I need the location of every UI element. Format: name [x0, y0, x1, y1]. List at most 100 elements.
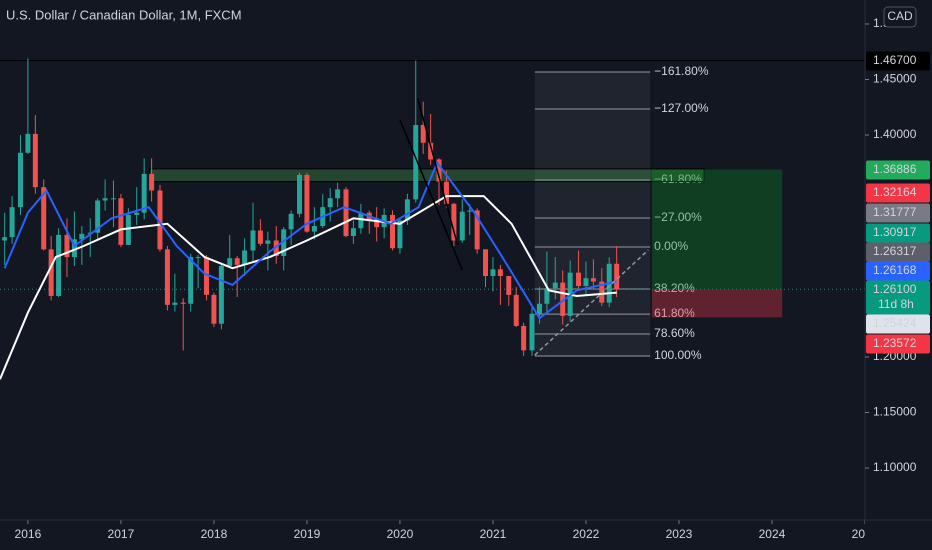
- trendline: [399, 119, 463, 271]
- price-axis: 1.100001.150001.200001.400001.450001.500…: [865, 16, 930, 474]
- candle-body: [428, 142, 434, 160]
- fib-label: 0.00%: [654, 239, 688, 253]
- candle-body: [281, 229, 287, 257]
- x-tick-label: 2024: [759, 527, 786, 541]
- price-tag: 1.32164: [866, 183, 930, 203]
- candle-body: [513, 294, 519, 326]
- candle-body: [506, 275, 512, 295]
- candle-body: [102, 198, 108, 201]
- x-tick-label: 2019: [294, 527, 321, 541]
- candle-body: [9, 207, 15, 238]
- candle-body: [536, 303, 542, 314]
- candle-body: [95, 200, 101, 233]
- candle-body: [164, 249, 170, 305]
- candle-body: [273, 240, 279, 257]
- trendline: [534, 249, 649, 356]
- price-tag-box: [866, 280, 930, 315]
- candle-body: [71, 239, 77, 258]
- price-tag: 1.25424: [866, 314, 930, 334]
- candle-body: [590, 278, 596, 282]
- price-tag-box: [866, 261, 930, 281]
- price-tag-box: [866, 334, 930, 354]
- candle-body: [288, 213, 294, 230]
- candle-body: [451, 203, 457, 241]
- candle-body: [350, 228, 356, 237]
- candle-body: [257, 230, 263, 244]
- candle-body: [157, 190, 163, 250]
- candle-body: [64, 234, 70, 258]
- candle-body: [41, 187, 47, 250]
- candle-body: [188, 257, 194, 304]
- price-tag: 1.36886: [866, 160, 930, 180]
- x-tick-label: 2018: [201, 527, 228, 541]
- trendline: [416, 97, 459, 246]
- x-tick-label: 2017: [108, 527, 135, 541]
- candle-body: [529, 313, 535, 351]
- chart-title: U.S. Dollar / Canadian Dollar, 1M, FXCM: [6, 7, 242, 22]
- price-tag-label: 1.26168: [873, 263, 917, 277]
- x-tick-label: 2016: [15, 527, 42, 541]
- y-tick-label: 1.15000: [873, 405, 917, 419]
- price-tag: 1.30917: [866, 223, 930, 243]
- fib-label: −161.80%: [654, 64, 709, 78]
- candle-body: [211, 294, 217, 324]
- fib-label: −127.00%: [654, 101, 709, 115]
- price-tag-label: 1.25424: [873, 316, 917, 330]
- fib-label: 38.20%: [654, 281, 695, 295]
- price-tag-box: [866, 183, 930, 203]
- price-tag-box: [866, 223, 930, 243]
- price-tag: 1.26168: [866, 261, 930, 281]
- candle-body: [265, 240, 271, 244]
- candle-body: [2, 237, 8, 241]
- candle-body: [443, 181, 449, 204]
- moving-average: [0, 195, 617, 380]
- plot-area: −161.80% −127.00% −61.80% −27.00% 0.00% 38.20…: [0, 58, 879, 541]
- price-tag-box: [866, 160, 930, 180]
- price-tag-box: [866, 51, 930, 71]
- candle-body: [335, 189, 341, 199]
- candle-body: [195, 257, 201, 259]
- candle-body: [490, 269, 496, 276]
- candle-body: [358, 212, 364, 229]
- fib-label: 78.60%: [654, 326, 695, 340]
- candle-body: [250, 230, 256, 251]
- price-tag: 1.31777: [866, 203, 930, 223]
- candle-body: [234, 258, 240, 265]
- price-tag-label: 1.30917: [873, 225, 917, 239]
- candle-body: [118, 198, 124, 245]
- price-tag-box: [866, 203, 930, 223]
- y-tick-label: 1.10000: [873, 460, 917, 474]
- price-tag: 1.23572: [866, 334, 930, 354]
- fib-background: [534, 71, 651, 357]
- candle-body: [467, 210, 473, 212]
- fib-label: 61.80%: [654, 306, 695, 320]
- candle-body: [420, 125, 426, 143]
- candle-body: [521, 325, 527, 351]
- candle-body: [544, 288, 550, 304]
- candle-body: [327, 198, 333, 208]
- price-tag: 1.26317: [866, 242, 930, 262]
- candle-body: [56, 234, 62, 296]
- price-tag: 1.46700: [866, 51, 930, 71]
- price-tag-countdown: 11d 8h: [878, 297, 914, 311]
- candle-body: [583, 278, 589, 286]
- price-tag-label: 1.26317: [873, 244, 917, 258]
- currency-badge[interactable]: [883, 6, 917, 28]
- candle-body: [242, 250, 248, 265]
- y-tick-label: 1.40000: [873, 127, 917, 141]
- price-tag-box: [866, 314, 930, 334]
- candle-body: [459, 211, 465, 241]
- fib-label: 100.00%: [654, 348, 702, 362]
- position-profit: [652, 169, 783, 290]
- candle-body: [125, 214, 131, 245]
- candle-body: [141, 173, 147, 213]
- price-tag-label: 1.32164: [873, 185, 917, 199]
- moving-average: [3, 160, 617, 320]
- candle-body: [374, 219, 380, 228]
- fib-label: −61.80%: [654, 172, 702, 186]
- currency-label[interactable]: CAD: [887, 9, 913, 23]
- candle-body: [25, 133, 31, 153]
